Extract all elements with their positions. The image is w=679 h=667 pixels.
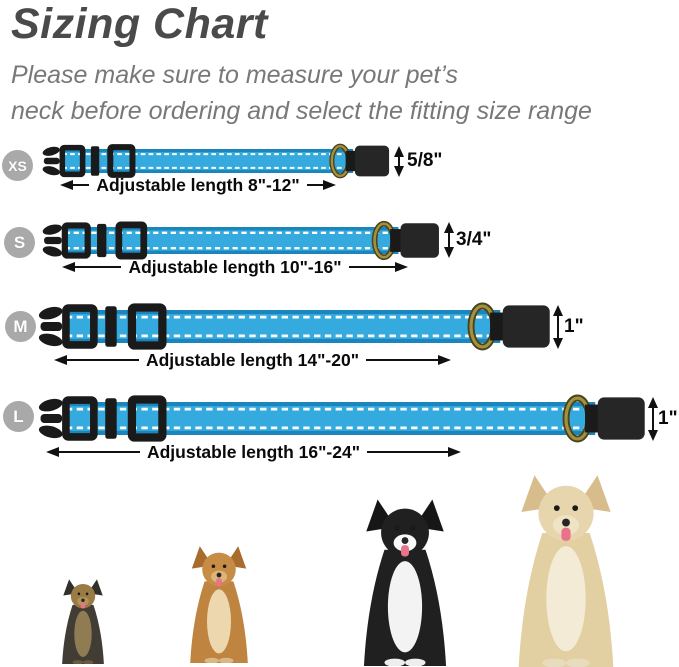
arrowhead-up-icon (648, 397, 658, 408)
subtitle-line-1: Please make sure to measure your pet’s (11, 61, 458, 89)
arrowhead-down-icon (444, 247, 454, 258)
width-arrow-l (648, 397, 658, 441)
length-annotation-m: Adjustable length 14"-20" (54, 349, 451, 370)
collar-illustration-xs (42, 143, 390, 179)
collar-illustration-m (38, 302, 550, 351)
width-arrow-m (553, 305, 563, 349)
page-title: Sizing Chart (11, 0, 268, 48)
length-annotation-s: Adjustable length 10"-16" (62, 256, 408, 277)
length-annotation-xs: Adjustable length 8"-12" (60, 174, 337, 195)
length-label-m: Adjustable length 14"-20" (145, 349, 360, 370)
width-label-l: 1" (658, 408, 678, 429)
size-badge-xs: XS (2, 150, 33, 181)
length-label-l: Adjustable length 16"-24" (146, 441, 361, 462)
arrowhead-up-icon (444, 222, 454, 233)
golden-retriever-photo (518, 475, 614, 667)
arrowhead-left-icon (46, 447, 59, 457)
chihuahua-photo (190, 546, 248, 663)
length-label-s: Adjustable length 10"-16" (128, 256, 342, 277)
arrowhead-right-icon (448, 447, 461, 457)
subtitle-line-2: neck before ordering and select the fitt… (11, 96, 592, 125)
subtitle: Please make sure to measure your pet’s n… (11, 58, 592, 129)
width-arrow-s (444, 222, 454, 258)
collar-illustration-l (38, 394, 645, 443)
arrowhead-left-icon (54, 355, 67, 365)
length-annotation-l: Adjustable length 16"-24" (46, 441, 461, 462)
border-collie-photo (363, 499, 447, 666)
size-badge-l: L (3, 401, 34, 432)
arrowhead-down-icon (394, 166, 404, 177)
arrowhead-right-icon (323, 180, 337, 190)
arrowhead-left-icon (60, 180, 73, 190)
arrowhead-right-icon (395, 262, 408, 272)
size-badge-m: M (5, 311, 36, 342)
arrowhead-up-icon (394, 146, 404, 157)
yorkshire-terrier-photo (62, 579, 104, 664)
size-badge-s: S (4, 227, 35, 258)
collar-illustration-s (42, 220, 439, 261)
width-label-xs: 5/8" (407, 150, 443, 171)
arrowhead-down-icon (648, 430, 658, 441)
width-label-s: 3/4" (456, 229, 492, 250)
width-label-m: 1" (564, 316, 584, 337)
arrowhead-left-icon (62, 262, 75, 272)
arrowhead-right-icon (438, 355, 451, 365)
length-label-xs: Adjustable length 8"-12" (96, 174, 300, 195)
arrowhead-down-icon (553, 338, 563, 349)
width-arrow-xs (394, 146, 404, 177)
arrowhead-up-icon (553, 305, 563, 316)
